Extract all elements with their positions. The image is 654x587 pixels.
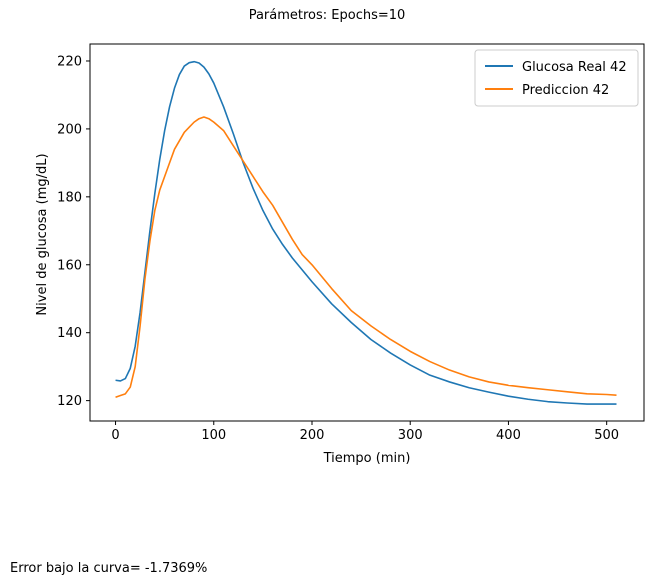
legend-label: Glucosa Real 42 <box>522 60 627 75</box>
area-error-text: Error bajo la curva= -1.7369% <box>10 561 208 576</box>
y-tick-label: 120 <box>57 394 82 409</box>
series-line-prediccion <box>115 116 617 398</box>
x-tick-label: 300 <box>398 428 423 443</box>
series-line-glucosa-real <box>115 60 617 405</box>
y-axis-label: Nivel de glucosa (mg/dL) <box>35 153 50 315</box>
x-tick-label: 0 <box>111 428 119 443</box>
y-tick-label: 200 <box>57 122 82 137</box>
y-tick-label: 220 <box>57 54 82 69</box>
y-tick-label: 160 <box>57 258 82 273</box>
x-tick-label: 500 <box>594 428 619 443</box>
legend: Glucosa Real 42 Prediccion 42 <box>474 49 639 107</box>
x-axis-label: Tiempo (min) <box>323 451 411 466</box>
plot-area-frame <box>89 43 645 422</box>
y-tick-label: 180 <box>57 190 82 205</box>
y-tick-label: 140 <box>57 326 82 341</box>
figure-title: Parámetros: Epochs=10 <box>248 8 406 23</box>
x-tick-label: 100 <box>201 428 226 443</box>
legend-box <box>474 49 639 107</box>
x-tick-label: 400 <box>496 428 521 443</box>
legend-label: Prediccion 42 <box>522 83 609 98</box>
x-tick-label: 200 <box>300 428 325 443</box>
